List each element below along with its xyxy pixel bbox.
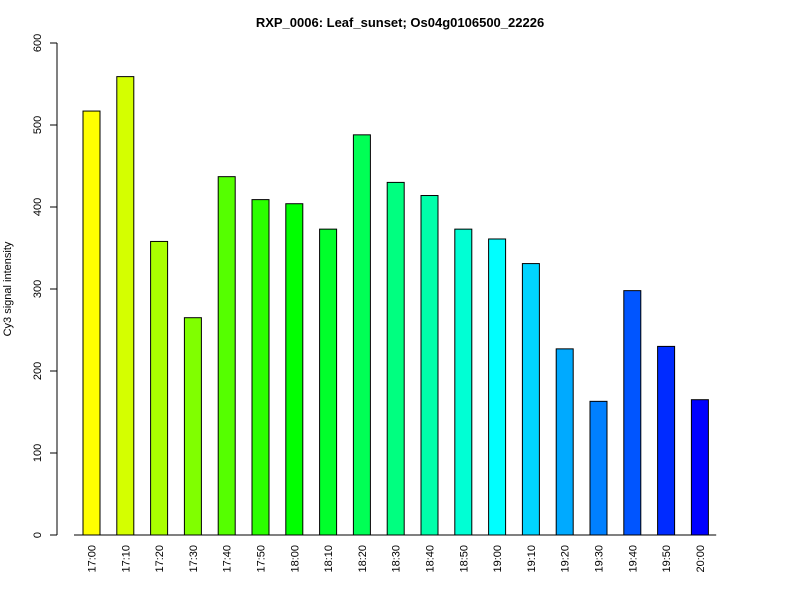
x-tick-label: 20:00 xyxy=(695,545,707,573)
bar xyxy=(555,348,574,536)
y-tick-label: 400 xyxy=(32,198,44,216)
x-tick-label: 18:30 xyxy=(391,545,403,573)
x-tick-label: 17:50 xyxy=(256,545,268,573)
x-tick-label: 19:10 xyxy=(526,545,538,573)
bar xyxy=(285,203,304,536)
x-tick-label: 18:40 xyxy=(425,545,437,573)
x-tick-label: 17:30 xyxy=(188,545,200,573)
bar xyxy=(521,263,540,536)
y-tick-label: 100 xyxy=(32,444,44,462)
bar xyxy=(488,238,507,536)
x-tick-label: 17:00 xyxy=(87,545,99,573)
y-tick-label: 0 xyxy=(32,532,44,538)
bar xyxy=(623,290,642,536)
x-tick-label: 17:40 xyxy=(222,545,234,573)
bar xyxy=(589,400,608,536)
x-tick-label: 18:00 xyxy=(289,545,301,573)
x-tick-label: 17:10 xyxy=(120,545,132,573)
bar-series xyxy=(82,76,709,536)
bar xyxy=(183,317,202,536)
y-axis: 0 100 200 300 400 500 600 xyxy=(32,34,58,538)
bar xyxy=(319,228,338,536)
bar xyxy=(420,195,439,536)
bar xyxy=(454,228,473,536)
y-tick-label: 200 xyxy=(32,362,44,380)
y-tick-label: 600 xyxy=(32,34,44,52)
bar xyxy=(657,345,676,536)
x-tick-label: 19:00 xyxy=(492,545,504,573)
bar xyxy=(82,110,101,536)
bar xyxy=(386,181,405,536)
x-tick-label: 19:40 xyxy=(627,545,639,573)
x-tick-label: 17:20 xyxy=(154,545,166,573)
x-tick-label: 18:10 xyxy=(323,545,335,573)
x-tick-label: 18:50 xyxy=(458,545,470,573)
bar xyxy=(251,199,270,536)
x-tick-label: 18:20 xyxy=(357,545,369,573)
y-tick-label: 500 xyxy=(32,116,44,134)
bar xyxy=(150,240,169,536)
x-tick-label: 19:50 xyxy=(661,545,673,573)
x-tick-label: 19:20 xyxy=(560,545,572,573)
x-tick-label: 19:30 xyxy=(594,545,606,573)
chart-title: RXP_0006: Leaf_sunset; Os04g0106500_2222… xyxy=(256,15,544,30)
bar xyxy=(217,176,236,536)
y-axis-label: Cy3 signal intensity xyxy=(2,241,14,336)
bar xyxy=(352,134,371,536)
bar xyxy=(116,76,135,536)
x-axis: 17:00 17:10 17:20 17:30 17:40 17:50 18:00 18:10… xyxy=(74,534,717,573)
y-tick-label: 300 xyxy=(32,280,44,298)
bar xyxy=(690,399,709,536)
